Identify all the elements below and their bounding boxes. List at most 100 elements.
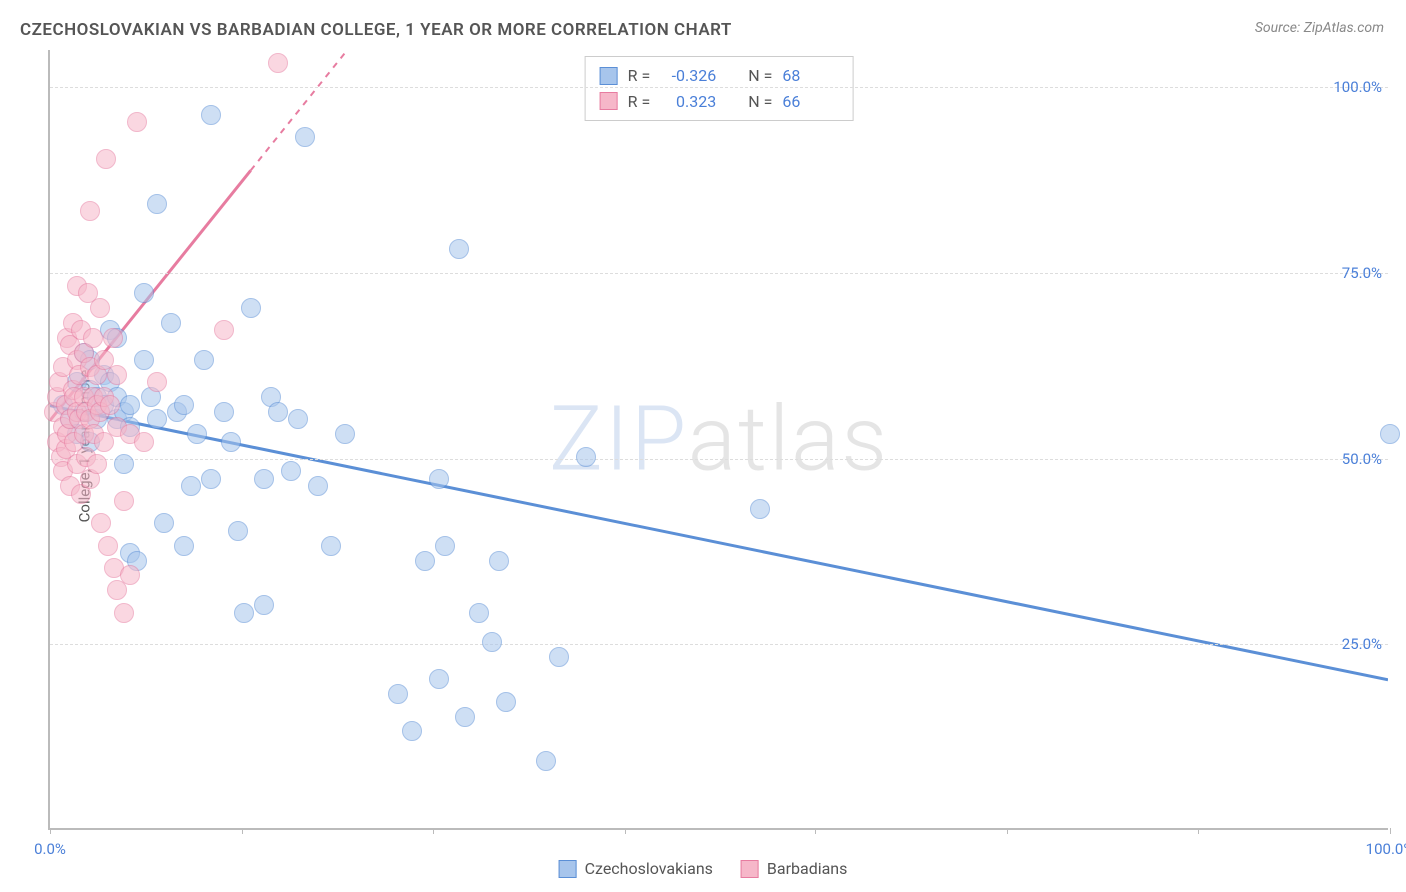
data-point <box>750 499 770 519</box>
data-point <box>103 328 123 348</box>
x-tick-mark <box>433 828 434 834</box>
data-point <box>147 194 167 214</box>
x-tick-mark <box>1198 828 1199 834</box>
legend-swatch <box>600 92 618 110</box>
y-tick-label: 25.0% <box>1342 635 1382 653</box>
data-point <box>388 684 408 704</box>
data-point <box>455 707 475 727</box>
stat-n-label: N = <box>748 89 772 115</box>
data-point <box>134 432 154 452</box>
stat-n-value: 68 <box>782 63 838 89</box>
data-point <box>321 536 341 556</box>
gridline <box>50 273 1388 274</box>
source-attribution: Source: ZipAtlas.com <box>1255 20 1384 36</box>
data-point <box>147 372 167 392</box>
x-tick-mark <box>1007 828 1008 834</box>
data-point <box>147 409 167 429</box>
series-legend: Czechoslovakians Barbadians <box>559 859 848 878</box>
data-point <box>87 454 107 474</box>
gridline <box>50 87 1388 88</box>
x-tick-label: 100.0% <box>1366 840 1406 858</box>
data-point <box>268 53 288 73</box>
data-point <box>281 461 301 481</box>
data-point <box>429 669 449 689</box>
legend-swatch <box>559 860 577 878</box>
data-point <box>98 536 118 556</box>
data-point <box>435 536 455 556</box>
data-point <box>174 536 194 556</box>
data-point <box>536 751 556 771</box>
data-point <box>154 513 174 533</box>
data-point <box>201 105 221 125</box>
legend-label: Barbadians <box>767 859 848 878</box>
y-tick-label: 100.0% <box>1333 78 1382 96</box>
correlation-stats-box: R = -0.326 N = 68 R = 0.323 N = 66 <box>585 56 854 121</box>
data-point <box>335 424 355 444</box>
data-point <box>127 112 147 132</box>
data-point <box>241 298 261 318</box>
x-tick-mark <box>50 828 51 834</box>
data-point <box>120 565 140 585</box>
stat-r-value: -0.326 <box>660 63 716 89</box>
trendline <box>50 406 1388 680</box>
data-point <box>114 454 134 474</box>
legend-label: Czechoslovakians <box>585 859 713 878</box>
watermark: ZIPatlas <box>549 387 889 492</box>
data-point <box>549 647 569 667</box>
data-point <box>120 395 140 415</box>
stat-r-label: R = <box>628 63 651 89</box>
stat-r-label: R = <box>628 89 651 115</box>
data-point <box>254 595 274 615</box>
data-point <box>161 313 181 333</box>
data-point <box>576 447 596 467</box>
data-point <box>114 491 134 511</box>
data-point <box>254 469 274 489</box>
y-tick-label: 50.0% <box>1342 450 1382 468</box>
data-point <box>402 721 422 741</box>
chart-title: CZECHOSLOVAKIAN VS BARBADIAN COLLEGE, 1 … <box>20 20 732 40</box>
legend-item: Barbadians <box>741 859 848 878</box>
data-point <box>201 469 221 489</box>
data-point <box>134 283 154 303</box>
gridline <box>50 459 1388 460</box>
data-point <box>100 395 120 415</box>
data-point <box>308 476 328 496</box>
legend-swatch <box>741 860 759 878</box>
data-point <box>449 239 469 259</box>
data-point <box>134 350 154 370</box>
stat-row: R = 0.323 N = 66 <box>600 89 839 115</box>
data-point <box>228 521 248 541</box>
x-tick-mark <box>815 828 816 834</box>
data-point <box>234 603 254 623</box>
data-point <box>214 402 234 422</box>
data-point <box>1380 424 1400 444</box>
data-point <box>90 298 110 318</box>
data-point <box>415 551 435 571</box>
data-point <box>114 603 134 623</box>
gridline <box>50 644 1388 645</box>
data-point <box>482 632 502 652</box>
data-point <box>295 127 315 147</box>
data-point <box>469 603 489 623</box>
stat-n-value: 66 <box>782 89 838 115</box>
data-point <box>91 513 111 533</box>
data-point <box>181 476 201 496</box>
data-point <box>214 320 234 340</box>
stat-r-value: 0.323 <box>660 89 716 115</box>
data-point <box>174 395 194 415</box>
stat-n-label: N = <box>748 63 772 89</box>
legend-item: Czechoslovakians <box>559 859 713 878</box>
x-tick-label: 0.0% <box>34 840 66 858</box>
data-point <box>288 409 308 429</box>
y-tick-label: 75.0% <box>1342 264 1382 282</box>
data-point <box>268 402 288 422</box>
legend-swatch <box>600 67 618 85</box>
data-point <box>194 350 214 370</box>
data-point <box>187 424 207 444</box>
trendlines-layer <box>50 50 1388 828</box>
data-point <box>489 551 509 571</box>
x-tick-mark <box>1390 828 1391 834</box>
data-point <box>96 149 116 169</box>
data-point <box>221 432 241 452</box>
x-tick-mark <box>625 828 626 834</box>
